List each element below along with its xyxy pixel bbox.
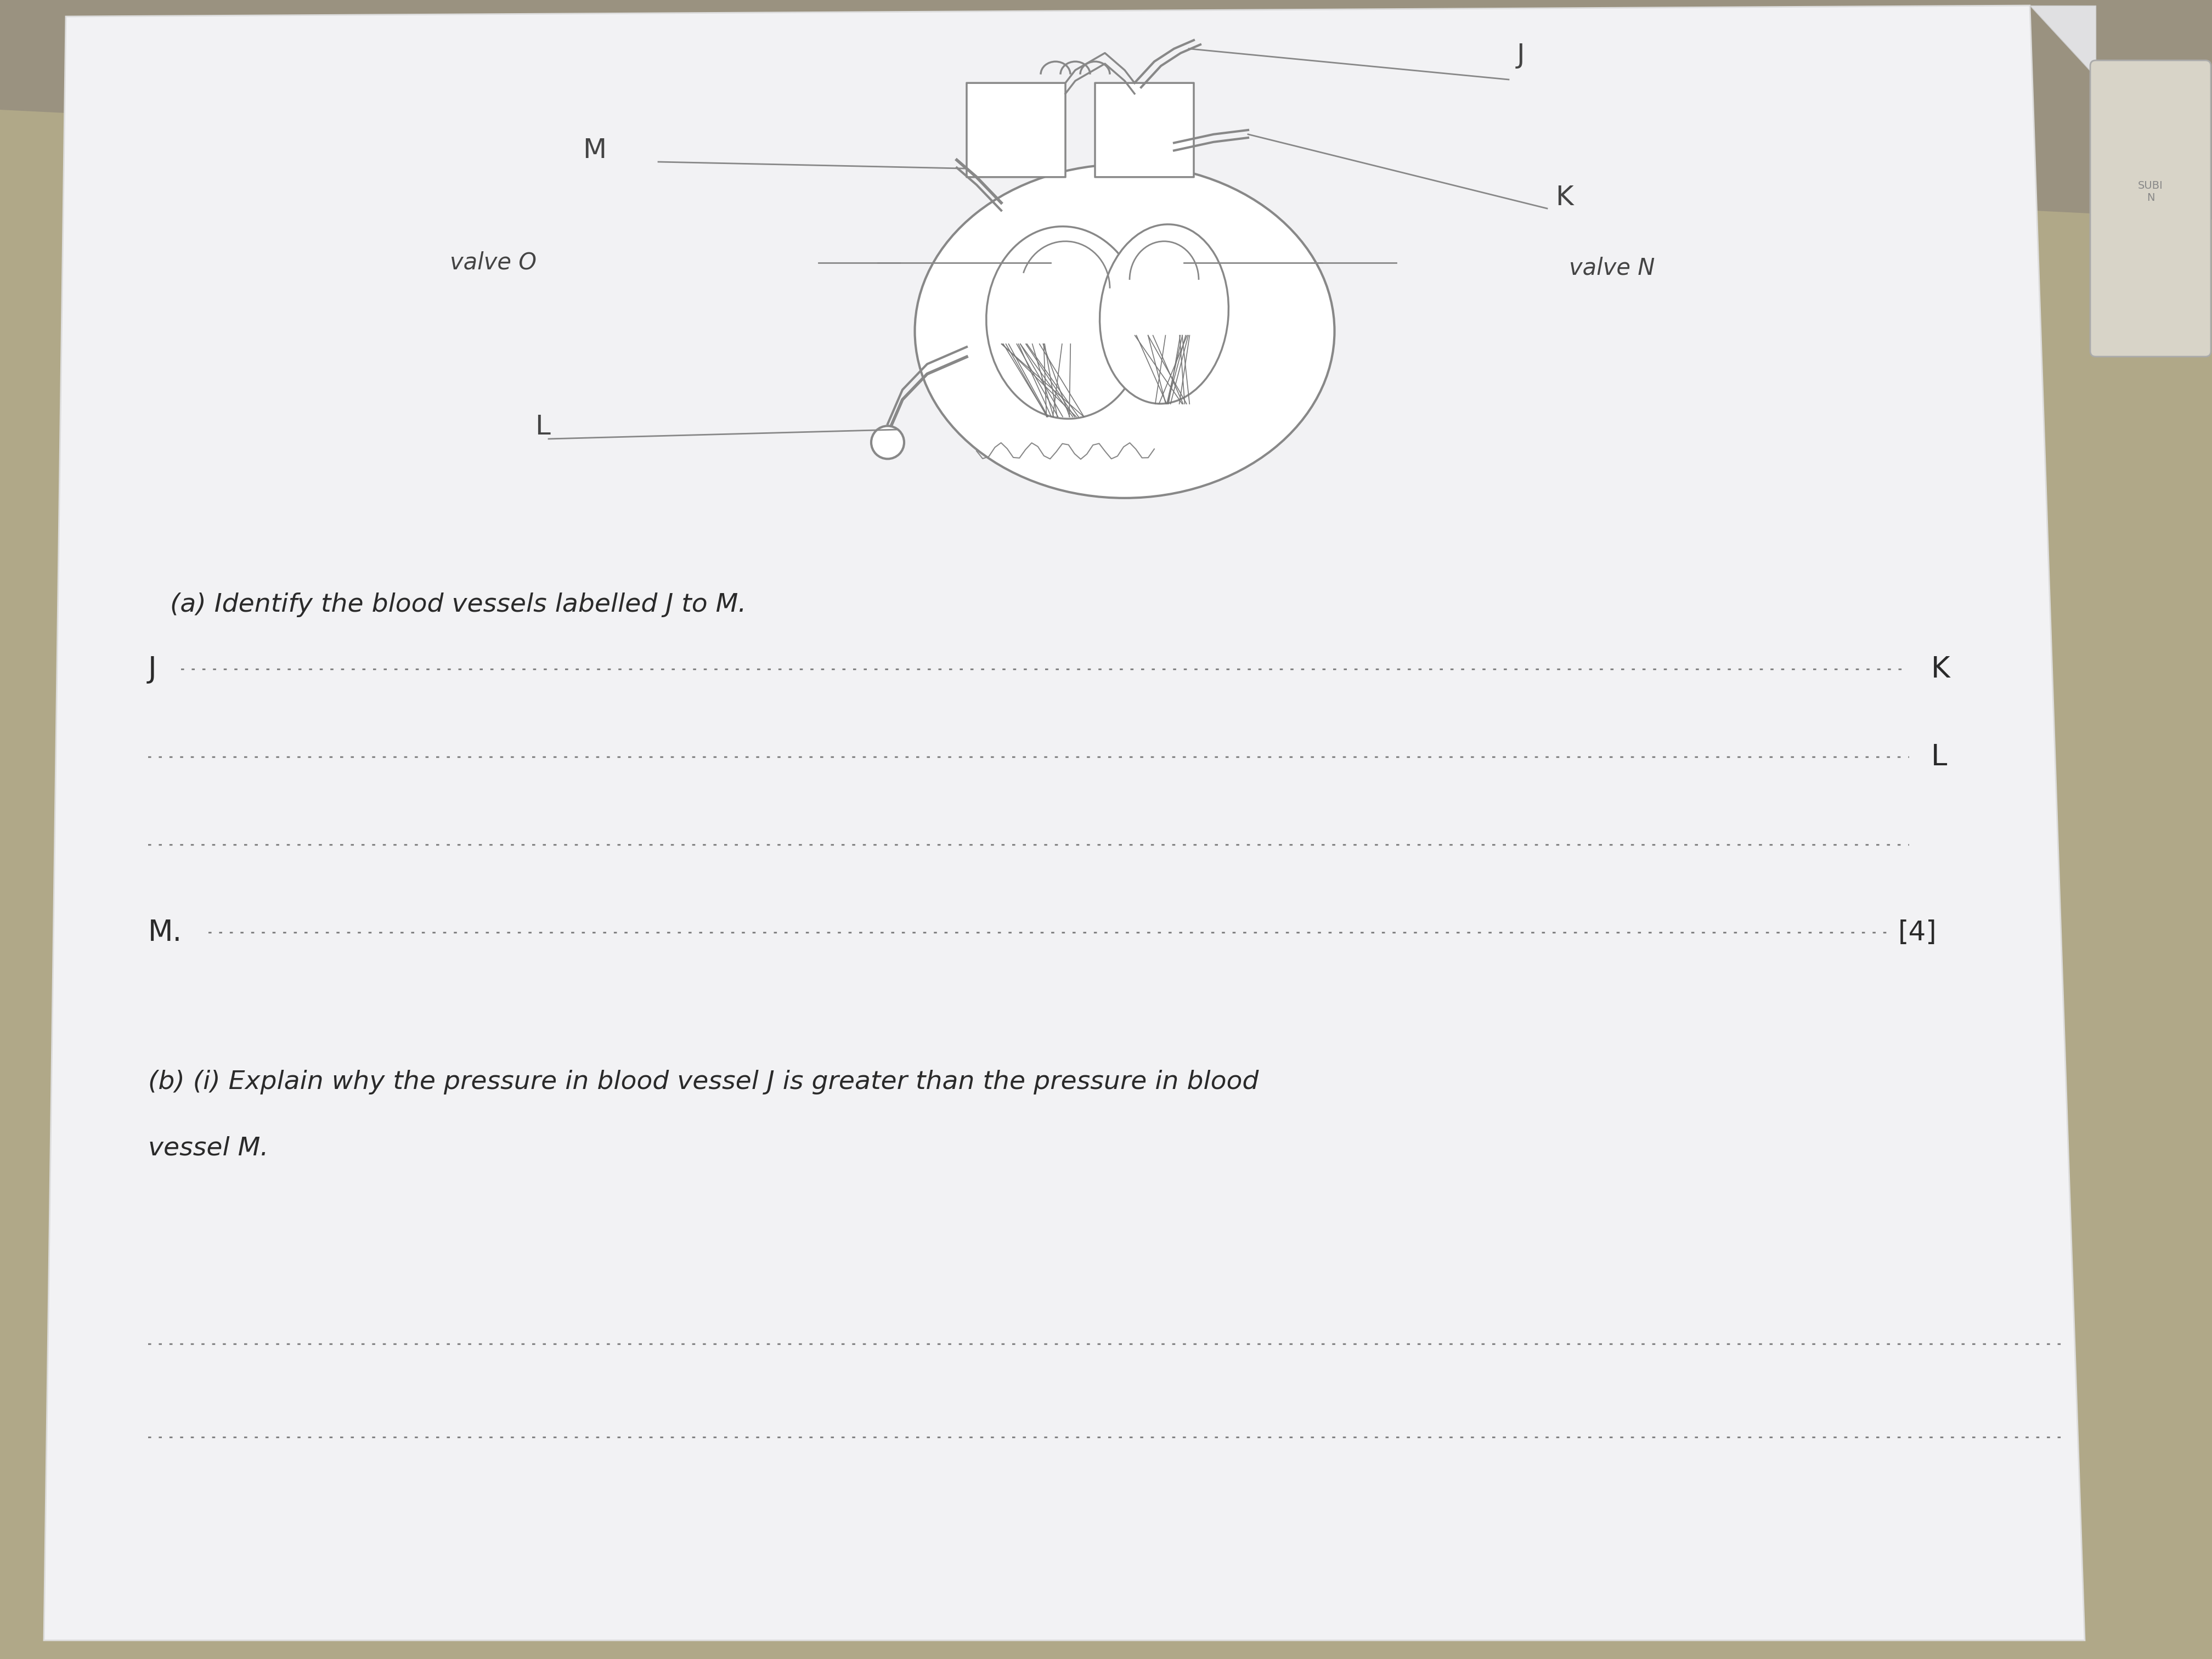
Text: L: L <box>1931 743 1947 771</box>
Text: K: K <box>1555 184 1573 211</box>
FancyBboxPatch shape <box>1095 83 1194 178</box>
Text: (b) (i) Explain why the pressure in blood vessel J is greater than the pressure : (b) (i) Explain why the pressure in bloo… <box>148 1070 1259 1095</box>
FancyBboxPatch shape <box>2090 60 2212 357</box>
Text: M: M <box>582 138 606 164</box>
Text: M.: M. <box>148 919 181 947</box>
Text: valve N: valve N <box>1568 257 1655 280</box>
Text: [4]: [4] <box>1898 919 1938 946</box>
Text: (a) Identify the blood vessels labelled J to M.: (a) Identify the blood vessels labelled … <box>170 592 745 617</box>
FancyBboxPatch shape <box>967 83 1066 178</box>
Text: K: K <box>1931 655 1951 684</box>
Ellipse shape <box>1099 224 1228 403</box>
Text: L: L <box>535 413 551 440</box>
Text: J: J <box>148 655 157 684</box>
Polygon shape <box>44 5 2084 1641</box>
Text: SUBI
N: SUBI N <box>2139 181 2163 204</box>
Text: valve O: valve O <box>449 251 538 274</box>
Polygon shape <box>0 0 2212 219</box>
Ellipse shape <box>987 226 1144 418</box>
Text: vessel M.: vessel M. <box>148 1136 268 1160</box>
Ellipse shape <box>916 164 1334 498</box>
Circle shape <box>872 426 905 460</box>
Polygon shape <box>2031 5 2095 76</box>
Text: J: J <box>1517 41 1524 68</box>
